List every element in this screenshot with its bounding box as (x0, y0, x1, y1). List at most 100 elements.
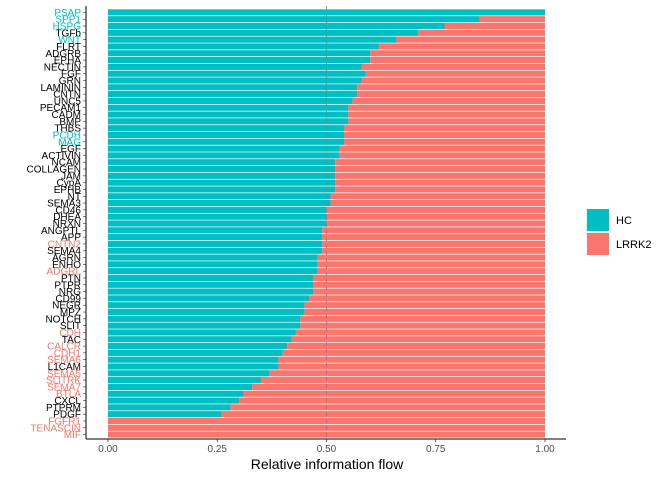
y-tick-label: AGRN (52, 253, 81, 264)
bar-lrrk2 (357, 91, 545, 98)
bar-hc (108, 295, 310, 302)
y-tick-label: BMP (59, 117, 81, 128)
bar-lrrk2 (335, 186, 545, 193)
bar-lrrk2 (317, 268, 545, 275)
bar-hc (108, 84, 358, 91)
y-tick-label: PTN (61, 273, 81, 284)
bar-lrrk2 (326, 220, 545, 227)
bar-lrrk2 (365, 70, 545, 77)
bar-lrrk2 (313, 281, 545, 288)
y-tick-label: NOTCH (45, 314, 81, 325)
x-ticks: 0.00 0.25 0.50 0.75 1.00 (98, 439, 555, 455)
bar-hc (108, 145, 340, 152)
bar-lrrk2 (322, 247, 545, 254)
bar-hc (108, 77, 362, 84)
y-tick-label: FLRT (56, 42, 81, 53)
y-tick-label: CXCL (54, 396, 81, 407)
bar-hc (108, 111, 349, 118)
bar-hc (108, 397, 240, 404)
y-tick-label: PECAM1 (40, 103, 82, 114)
y-tick-label: CNTN (53, 90, 81, 101)
bar-hc (108, 377, 261, 384)
y-tick-label: SEMA5 (47, 369, 81, 380)
bar-lrrk2 (370, 50, 545, 57)
y-tick-label: NRXN (53, 219, 81, 230)
bar-hc (108, 274, 314, 282)
bar-lrrk2 (317, 254, 545, 261)
bar-hc (108, 227, 323, 234)
bar-lrrk2 (291, 336, 545, 343)
bar-lrrk2 (278, 363, 545, 370)
bar-hc (108, 370, 270, 377)
bar-lrrk2 (339, 145, 545, 152)
bar-lrrk2 (326, 213, 545, 220)
y-tick-label: GRN (59, 76, 81, 87)
bar-lrrk2 (352, 97, 545, 104)
bar-hc (108, 186, 336, 193)
x-tick-label: 1.00 (535, 444, 555, 455)
legend: HC LRRK2 (587, 209, 651, 255)
bar-lrrk2 (348, 111, 545, 118)
y-tick-label: EPHB (54, 185, 82, 196)
bar-hc (108, 390, 244, 397)
bar-lrrk2 (313, 274, 545, 282)
bar-hc (108, 349, 283, 356)
bar-lrrk2 (322, 234, 545, 241)
y-tick-label: LAMININ (40, 83, 81, 94)
bar-lrrk2 (243, 390, 545, 397)
y-tick-label: CD99 (55, 294, 81, 305)
bar-hc (108, 50, 371, 57)
bar-lrrk2 (335, 172, 545, 179)
bar-lrrk2 (339, 152, 545, 159)
bar-hc (108, 57, 371, 64)
legend-label-lrrk2: LRRK2 (616, 239, 651, 251)
bar-lrrk2 (396, 36, 545, 43)
bar-hc (108, 97, 353, 104)
y-tick-label: ENHO (52, 260, 81, 271)
bar-lrrk2 (335, 159, 545, 166)
bar-lrrk2 (343, 131, 545, 139)
bar-lrrk2 (361, 77, 545, 84)
bar-hc (108, 165, 336, 173)
bars-layer (108, 9, 546, 438)
bar-hc (108, 125, 344, 132)
bar-hc (108, 302, 305, 309)
bar-lrrk2 (278, 356, 545, 363)
y-tick-label: SEMA7 (47, 382, 81, 393)
bar-hc (108, 322, 301, 329)
bar-lrrk2 (330, 193, 545, 200)
bar-hc (108, 247, 323, 254)
y-tick-label: L1CAM (48, 362, 81, 373)
bar-hc (108, 22, 445, 30)
bar-lrrk2 (326, 206, 545, 213)
x-tick-label: 0.50 (317, 444, 337, 455)
bar-lrrk2 (322, 227, 545, 234)
bar-hc (108, 104, 349, 111)
y-tick-label: CALCR (47, 342, 81, 353)
y-tick-label: THBS (54, 124, 81, 135)
bar-hc (108, 179, 336, 186)
y-tick-label: MIF (64, 430, 81, 441)
bar-hc (108, 91, 358, 98)
x-tick-label: 0.75 (426, 444, 446, 455)
y-tick-label: UNC5 (54, 96, 82, 107)
y-tick-label: WNT (58, 35, 81, 46)
bar-hc (108, 234, 323, 241)
bar-hc (108, 343, 288, 350)
bar-hc (108, 172, 336, 179)
y-tick-label: NECTIN (44, 62, 81, 73)
bar-hc (108, 268, 318, 275)
bar-lrrk2 (230, 404, 546, 411)
bar-hc (108, 138, 344, 145)
y-tick-label: CNTN2 (48, 239, 82, 250)
bar-lrrk2 (343, 125, 545, 132)
bar-hc (108, 363, 279, 370)
y-tick-label: SEMA4 (47, 246, 81, 257)
y-tick-label: HSPG (53, 22, 82, 33)
y-tick-label: SEMA3 (47, 199, 81, 210)
y-tick-label: TAC (62, 335, 81, 346)
bar-lrrk2 (300, 315, 545, 322)
bar-hc (108, 315, 301, 322)
bar-hc (108, 16, 480, 23)
